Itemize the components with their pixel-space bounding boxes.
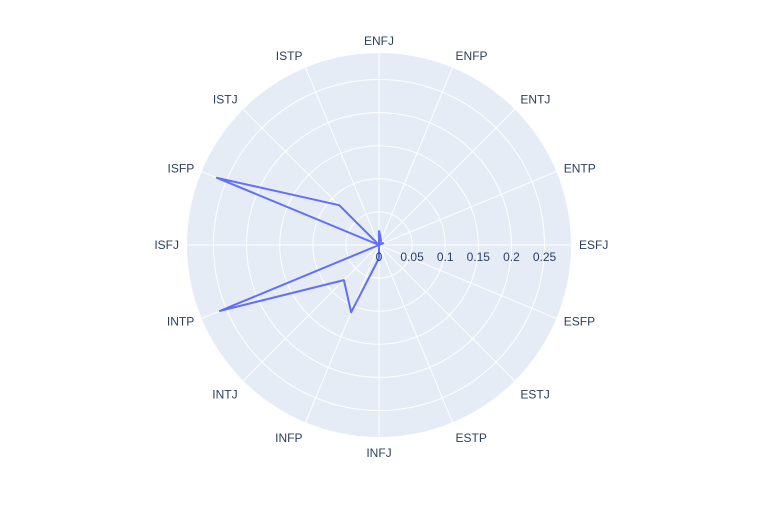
angular-tick-label: ISTP — [276, 49, 303, 63]
angular-tick-label: ISFJ — [154, 238, 179, 252]
radial-tick-label: 0.05 — [400, 250, 424, 264]
angular-tick-label: ENFP — [456, 49, 488, 63]
angular-axis-labels: ENFJ ENFP ENTJ ENTP ESFJ ESFP ESTJ ESTP INFJ INFP… — [154, 34, 608, 460]
angular-grid-spoke — [378, 171, 557, 246]
angular-tick-label: ENFJ — [364, 34, 394, 48]
angular-grid-spoke — [378, 108, 516, 246]
radial-tick-label: 0.2 — [503, 250, 520, 264]
angular-tick-label: ESFP — [564, 315, 595, 329]
angular-tick-label: ESTP — [456, 431, 487, 445]
angular-tick-label: ESTJ — [520, 387, 549, 401]
angular-tick-label: INFJ — [366, 446, 391, 460]
angular-grid-spoke — [242, 244, 380, 382]
series-line — [215, 176, 385, 314]
angular-tick-label: INTJ — [212, 387, 237, 401]
angular-tick-label: ISFP — [168, 161, 195, 175]
angular-grid-spoke — [305, 67, 380, 246]
radial-tick-label: 0 — [376, 250, 383, 264]
data-trace — [215, 176, 385, 314]
angular-grid-spoke — [378, 244, 453, 423]
radial-axis-labels: 0 0.05 0.1 0.15 0.2 0.25 — [376, 250, 557, 264]
angular-grid-spoke — [305, 244, 380, 423]
radial-tick-label: 0.15 — [467, 250, 491, 264]
angular-grid-spoke — [378, 244, 557, 319]
angular-tick-label: ENTP — [564, 161, 596, 175]
radial-tick-label: 0.25 — [533, 250, 557, 264]
angular-tick-label: ENTJ — [520, 93, 550, 107]
angular-grid-spoke — [378, 244, 516, 382]
radial-tick-label: 0.1 — [437, 250, 454, 264]
angular-tick-label: ESFJ — [579, 238, 608, 252]
angular-grid-spoke — [378, 67, 453, 246]
angular-tick-label: ISTJ — [213, 93, 238, 107]
angular-tick-label: INFP — [275, 431, 302, 445]
angular-tick-label: INTP — [167, 315, 194, 329]
